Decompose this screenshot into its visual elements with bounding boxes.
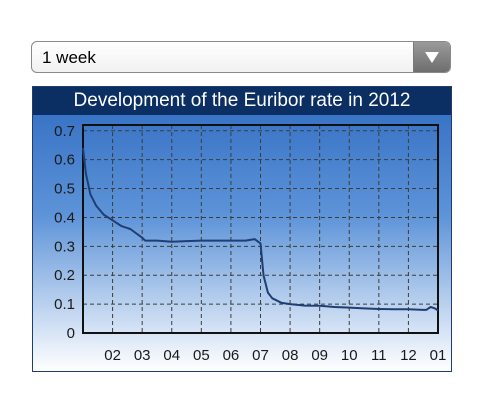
x-tick-label: 07 bbox=[252, 347, 269, 364]
x-tick-label: 06 bbox=[223, 347, 240, 364]
x-tick-label: 09 bbox=[311, 347, 328, 364]
chevron-down-icon bbox=[425, 52, 439, 63]
y-tick-label: 0.6 bbox=[54, 152, 75, 169]
x-tick-label: 08 bbox=[282, 347, 299, 364]
dropdown-toggle-button[interactable] bbox=[413, 42, 450, 72]
euribor-chart-panel: Development of the Euribor rate in 2012 … bbox=[32, 86, 452, 372]
period-dropdown[interactable]: 1 week bbox=[31, 41, 451, 73]
y-tick-label: 0.2 bbox=[54, 267, 75, 284]
plot-frame bbox=[82, 124, 439, 334]
x-tick-label: 11 bbox=[371, 347, 387, 364]
x-tick-label: 12 bbox=[400, 347, 417, 364]
x-tick-label: 04 bbox=[163, 347, 180, 364]
x-tick-label: 05 bbox=[193, 347, 210, 364]
euribor-series-line bbox=[82, 147, 439, 312]
x-tick-label: 03 bbox=[134, 347, 151, 364]
y-tick-label: 0.1 bbox=[54, 296, 75, 313]
y-tick-label: 0.3 bbox=[54, 238, 75, 255]
y-tick-label: 0.5 bbox=[54, 181, 75, 198]
y-tick-label: 0.4 bbox=[54, 209, 75, 226]
y-tick-label: 0 bbox=[67, 325, 75, 342]
euribor-line-chart: 0 0.1 0.2 0.3 0.4 0.5 0.6 0.7 02 03 04 05 06 07 08 09 10… bbox=[54, 123, 447, 364]
x-tick-label: 10 bbox=[341, 347, 358, 364]
x-tick-label: 01 bbox=[430, 347, 447, 364]
period-dropdown-value: 1 week bbox=[42, 48, 96, 67]
x-tick-label: 02 bbox=[104, 347, 121, 364]
y-tick-label: 0.7 bbox=[54, 123, 75, 140]
chart-title: Development of the Euribor rate in 2012 bbox=[33, 87, 451, 115]
